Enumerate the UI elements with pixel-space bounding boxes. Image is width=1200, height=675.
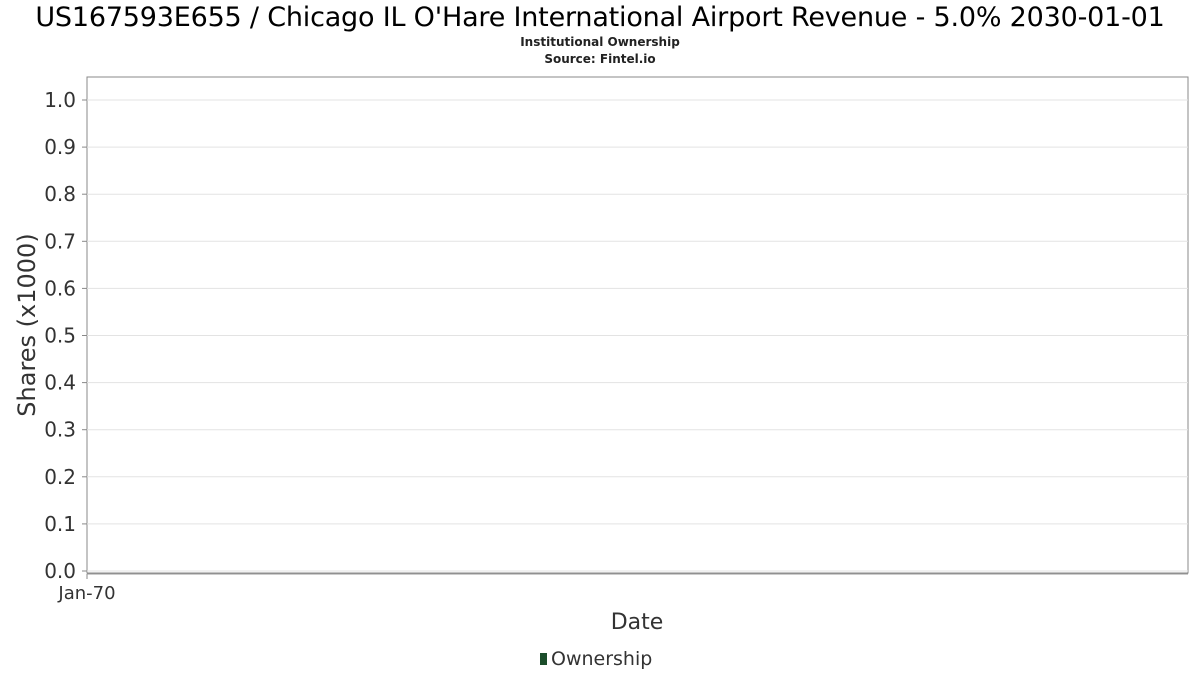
chart-title: US167593E655 / Chicago IL O'Hare Interna… xyxy=(35,2,1165,33)
y-tick-label: 0.8 xyxy=(44,182,76,206)
legend-label-ownership: Ownership xyxy=(551,648,653,670)
chart-subtitle-ownership: Institutional Ownership xyxy=(520,35,680,49)
y-tick-label: 0.3 xyxy=(44,418,76,442)
y-tick-label: 0.4 xyxy=(44,371,76,395)
legend: Ownership xyxy=(540,648,652,670)
y-tick-label: 0.1 xyxy=(44,512,76,536)
y-tick-label: 1.0 xyxy=(44,88,76,112)
y-tick-label: 0.5 xyxy=(44,324,76,348)
y-axis-label: Shares (x1000) xyxy=(13,233,41,416)
grid-lines xyxy=(87,99,1188,572)
x-axis-label: Date xyxy=(611,610,664,635)
x-tick-label: Jan-70 xyxy=(57,583,115,604)
chart-subtitle-source: Source: Fintel.io xyxy=(544,52,656,66)
y-tick-label: 0.0 xyxy=(44,559,76,583)
y-tick-label: 0.2 xyxy=(44,465,76,489)
plot-area xyxy=(86,76,1189,574)
x-axis-ticks: Jan-70 xyxy=(57,574,116,604)
y-axis-ticks: 0.0 0.1 0.2 0.3 0.4 0.5 0.6 0.7 0.8 0.9 1.0 xyxy=(44,88,87,583)
y-tick-label: 0.9 xyxy=(44,135,76,159)
legend-swatch-ownership xyxy=(540,653,547,665)
y-tick-label: 0.7 xyxy=(44,229,76,253)
y-tick-label: 0.6 xyxy=(44,276,76,300)
